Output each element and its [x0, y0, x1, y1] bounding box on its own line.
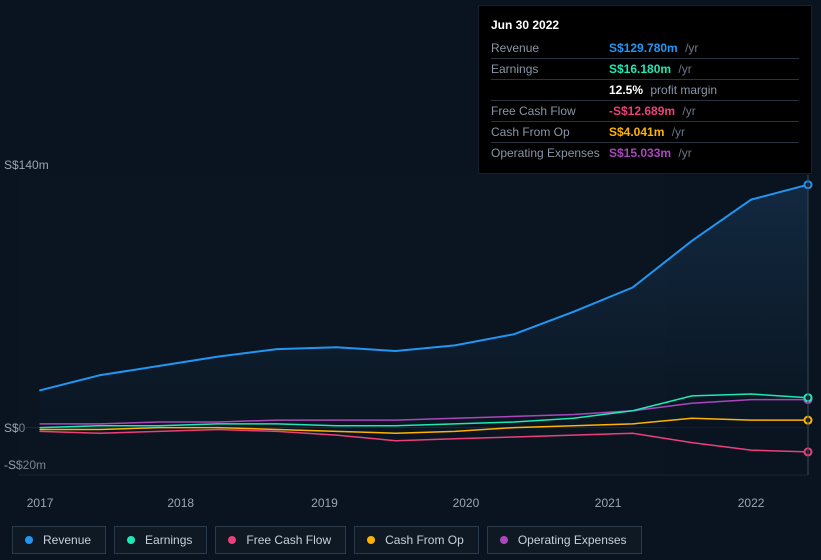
legend-label: Cash From Op	[385, 533, 464, 547]
legend-item-fcf[interactable]: Free Cash Flow	[215, 526, 346, 554]
legend-dot-icon	[228, 536, 236, 544]
legend-dot-icon	[367, 536, 375, 544]
legend-dot-icon	[500, 536, 508, 544]
x-axis-label: 2018	[167, 496, 194, 510]
tooltip-row-revenue: RevenueS$129.780m /yr	[491, 38, 799, 59]
tooltip-date: Jun 30 2022	[491, 14, 799, 38]
legend-label: Operating Expenses	[518, 533, 627, 547]
legend-label: Revenue	[43, 533, 91, 547]
tooltip-row-margin: 12.5% profit margin	[491, 80, 799, 101]
legend: Revenue Earnings Free Cash Flow Cash From O…	[12, 526, 809, 554]
tooltip-row-earnings: EarningsS$16.180m /yr	[491, 59, 799, 80]
x-axis-label: 2021	[595, 496, 622, 510]
legend-item-revenue[interactable]: Revenue	[12, 526, 106, 554]
legend-label: Earnings	[145, 533, 192, 547]
x-axis-label: 2020	[453, 496, 480, 510]
legend-item-earnings[interactable]: Earnings	[114, 526, 207, 554]
tooltip-row-cfo: Cash From OpS$4.041m /yr	[491, 122, 799, 143]
tooltip-table: RevenueS$129.780m /yrEarningsS$16.180m /…	[491, 38, 799, 163]
tooltip-row-opex: Operating ExpensesS$15.033m /yr	[491, 143, 799, 164]
x-axis-label: 2022	[738, 496, 765, 510]
x-axis-label: 2019	[311, 496, 338, 510]
tooltip-row-fcf: Free Cash Flow-S$12.689m /yr	[491, 101, 799, 122]
legend-item-opex[interactable]: Operating Expenses	[487, 526, 642, 554]
legend-dot-icon	[127, 536, 135, 544]
legend-item-cfo[interactable]: Cash From Op	[354, 526, 479, 554]
tooltip-panel: Jun 30 2022 RevenueS$129.780m /yrEarning…	[479, 6, 811, 173]
legend-dot-icon	[25, 536, 33, 544]
legend-label: Free Cash Flow	[246, 533, 331, 547]
x-axis-label: 2017	[27, 496, 54, 510]
